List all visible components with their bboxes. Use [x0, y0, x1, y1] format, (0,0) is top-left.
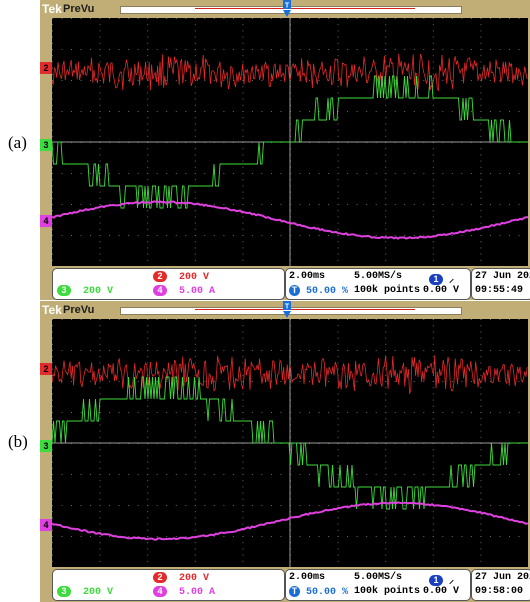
timebase: 2.00ms [289, 572, 326, 583]
ch4-badge: 4 [153, 285, 167, 296]
horizontal-trigger-panel[interactable]: 2.00ms T 50.00 % 5.00MS/s 100k points 1 … [285, 569, 471, 601]
waveform-canvas [52, 18, 528, 266]
date: 27 Jun 2022 [475, 271, 530, 282]
ch4-scale: 5.00 A [179, 587, 216, 599]
ch3-marker: 3 [40, 440, 52, 452]
record-window [195, 8, 415, 9]
graticule [52, 18, 520, 261]
record-length: 100k points [354, 285, 421, 296]
ch2-marker: 2 [40, 62, 52, 74]
waveform-display [52, 18, 528, 266]
status-bar: 2 200 V 3 200 V 4 5.00 A 2.00ms T 50.00 … [52, 268, 530, 300]
trigger-position-icon: T [283, 301, 291, 318]
vertical-scale-panel[interactable]: 2 200 V 3 200 V 4 5.00 A [52, 268, 285, 300]
brand-label: Tek [42, 2, 62, 16]
time: 09:58:00 [475, 586, 524, 597]
vertical-scale-panel[interactable]: 2 200 V 3 200 V 4 5.00 A [52, 569, 285, 601]
waveform-canvas [52, 319, 528, 567]
oscilloscope-screen-b: Tek PreVu T 2 3 4 2 200 V 3 200 V 4 5.00… [40, 301, 530, 602]
date: 27 Jun 2022 [475, 572, 530, 583]
horizontal-trigger-panel[interactable]: 2.00ms T 50.00 % 5.00MS/s 100k points 1 … [285, 268, 471, 300]
svg-text:T: T [285, 3, 290, 10]
trigger-slope-icon: ⸝ [449, 275, 455, 286]
ch3-trace [52, 376, 528, 510]
ch3-trace [52, 75, 528, 209]
clock-panel: 27 Jun 2022 09:58:00 [471, 569, 530, 601]
ch2-badge: 2 [153, 271, 167, 282]
acquisition-mode: PreVu [63, 304, 95, 316]
record-length: 100k points [354, 586, 421, 597]
sample-rate: 5.00MS/s [354, 271, 403, 282]
svg-text:T: T [285, 304, 290, 311]
trigger-channel-badge: 1 [429, 574, 443, 586]
record-window [195, 309, 415, 310]
acquisition-mode: PreVu [63, 3, 95, 15]
ch3-badge: 3 [57, 586, 71, 597]
ch2-trace [52, 355, 528, 395]
timebase: 2.00ms [289, 271, 326, 282]
ch4-marker: 4 [40, 215, 52, 227]
panel-label-b: (b) [8, 432, 28, 451]
status-bar: 2 200 V 3 200 V 4 5.00 A 2.00ms T 50.00 … [52, 569, 530, 601]
trigger-channel-badge: 1 [429, 273, 443, 285]
trigger-position-icon: T [283, 0, 291, 17]
panel-label-a: (a) [8, 133, 27, 152]
ch4-trace [52, 501, 528, 541]
trigger-position: 50.00 % [306, 286, 349, 298]
ch3-badge: 3 [57, 285, 71, 296]
sample-rate: 5.00MS/s [354, 572, 403, 583]
ch3-marker: 3 [40, 139, 52, 151]
oscilloscope-screen-a: Tek PreVu T 2 3 4 2 200 V 3 200 V 4 5.00… [40, 0, 530, 300]
ch2-scale: 200 V [179, 272, 210, 284]
ch3-scale: 200 V [83, 587, 114, 599]
ch3-scale: 200 V [83, 286, 114, 298]
scope-header: Tek PreVu T [40, 0, 530, 18]
ch4-marker: 4 [40, 519, 52, 531]
waveform-display [52, 319, 528, 567]
trigger-level: 0.00 V [423, 285, 460, 296]
ch4-badge: 4 [153, 586, 167, 597]
ch2-badge: 2 [153, 572, 167, 583]
brand-label: Tek [42, 303, 62, 317]
ch2-scale: 200 V [179, 573, 210, 585]
trigger-t-icon: T [289, 285, 300, 296]
ch4-scale: 5.00 A [179, 286, 216, 298]
trigger-position: 50.00 % [306, 587, 349, 599]
ch4-trace [52, 200, 528, 240]
trigger-t-icon: T [289, 586, 300, 597]
trigger-slope-icon: ⸝ [449, 576, 455, 587]
clock-panel: 27 Jun 2022 09:55:49 [471, 268, 530, 300]
ch2-trace [52, 53, 528, 92]
time: 09:55:49 [475, 285, 524, 296]
trigger-level: 0.00 V [423, 586, 460, 597]
ch2-marker: 2 [40, 363, 52, 375]
scope-header: Tek PreVu T [40, 301, 530, 319]
